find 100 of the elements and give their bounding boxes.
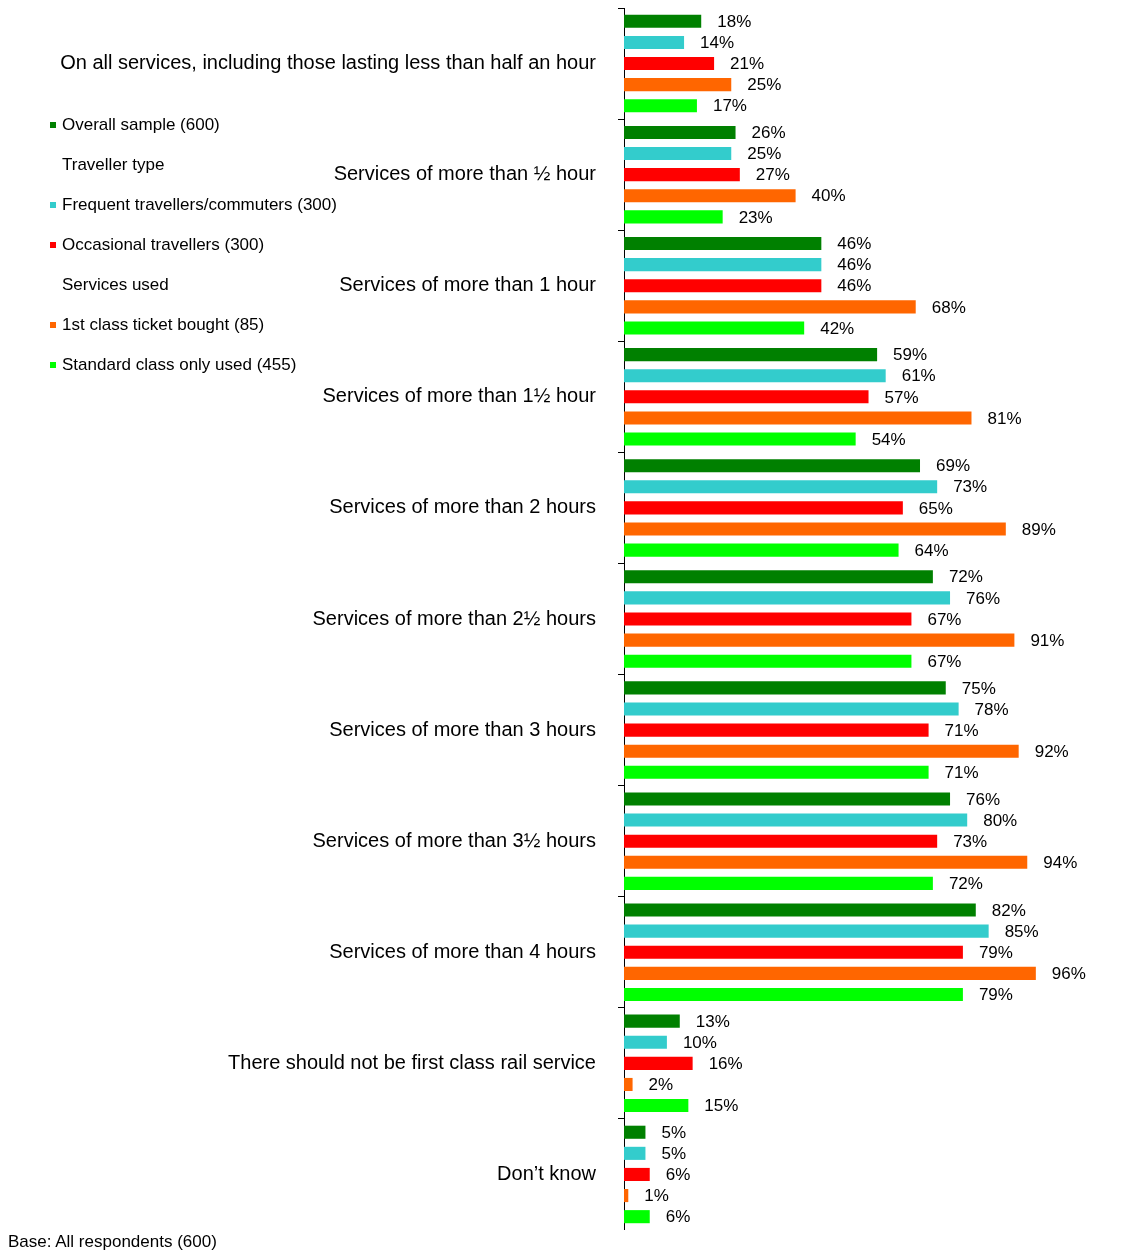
bar <box>624 744 1019 758</box>
data-label: 75% <box>961 678 996 698</box>
y-tick-label: Services of more than 4 hours <box>329 939 596 962</box>
data-label: 61% <box>901 366 936 386</box>
bar <box>624 813 968 827</box>
bar <box>624 432 856 446</box>
y-tick-label: Services of more than 3 hours <box>329 717 596 740</box>
bar <box>624 321 805 335</box>
data-label: 79% <box>978 942 1013 962</box>
data-label: 57% <box>884 387 919 407</box>
data-label: 78% <box>974 699 1009 719</box>
bar <box>624 855 1028 869</box>
legend-label: 1st class ticket bought (85) <box>62 315 265 335</box>
data-label: 17% <box>712 96 747 116</box>
y-tick-label: On all services, including those lasting less than half an hour <box>60 51 597 74</box>
data-label: 25% <box>747 75 782 95</box>
data-label: 5% <box>661 1122 687 1142</box>
bar <box>624 1056 693 1070</box>
data-label: 14% <box>700 33 735 53</box>
bar <box>624 146 732 161</box>
bar <box>624 411 972 425</box>
bar <box>624 612 912 626</box>
bar <box>624 591 951 605</box>
text: Traveller type <box>62 155 165 174</box>
data-label: 71% <box>944 762 979 782</box>
bar <box>624 459 921 473</box>
bar <box>624 78 732 92</box>
bar <box>624 654 912 668</box>
data-label: 72% <box>948 874 983 894</box>
data-label: 68% <box>931 297 966 317</box>
y-tick-label: Services of more than 1 hour <box>339 273 597 296</box>
data-label: 18% <box>717 12 752 32</box>
legend-label: Frequent travellers/commuters (300) <box>62 195 337 215</box>
data-label: 76% <box>966 789 1001 809</box>
bar <box>624 1146 646 1160</box>
data-label: 81% <box>987 408 1022 428</box>
bar <box>624 1189 629 1203</box>
data-label: 23% <box>738 207 773 227</box>
data-label: 13% <box>695 1011 730 1031</box>
bar <box>624 681 946 695</box>
data-label: 79% <box>978 985 1013 1005</box>
bar <box>624 1167 650 1181</box>
data-label: 26% <box>751 123 786 143</box>
bar <box>624 1035 667 1049</box>
bar <box>624 1014 680 1028</box>
bar <box>624 633 1015 647</box>
bar <box>624 279 822 293</box>
data-label: 76% <box>966 588 1001 608</box>
data-label: 80% <box>983 810 1018 830</box>
bar <box>624 501 903 515</box>
data-label: 42% <box>820 318 855 338</box>
bar <box>624 390 869 404</box>
bar <box>624 35 685 49</box>
bar <box>624 236 822 251</box>
bar <box>624 57 715 71</box>
text: Base: All respondents (600) <box>8 1232 218 1252</box>
bar <box>624 348 878 362</box>
bar <box>624 765 929 779</box>
data-label: 85% <box>1004 921 1039 941</box>
bar <box>624 702 959 716</box>
bar <box>624 369 886 383</box>
bar <box>624 723 929 737</box>
bar <box>624 876 933 890</box>
bar <box>624 125 736 139</box>
data-label: 21% <box>730 54 765 74</box>
data-label: 82% <box>991 900 1026 920</box>
data-label: 5% <box>661 1144 687 1164</box>
data-label: 67% <box>927 609 962 629</box>
data-label: 27% <box>755 165 790 185</box>
data-label: 59% <box>893 345 928 365</box>
bar <box>624 1125 646 1139</box>
bar <box>624 924 989 938</box>
legend-label: Occasional travellers (300) <box>62 235 265 255</box>
data-label: 46% <box>837 276 872 296</box>
bar <box>624 570 933 584</box>
bar <box>624 14 702 28</box>
data-label: 71% <box>944 720 979 740</box>
y-tick-label: Services of more than 3½ hours <box>312 828 596 851</box>
legend-label: Standard class only used (455) <box>62 355 297 375</box>
bar <box>624 1077 633 1092</box>
data-label: 92% <box>1034 741 1069 761</box>
bar <box>624 1210 650 1224</box>
bar <box>624 189 796 203</box>
data-label: 89% <box>1021 519 1056 539</box>
bar <box>624 945 963 959</box>
data-label: 6% <box>665 1207 691 1227</box>
data-label: 40% <box>811 186 846 206</box>
y-tick-label: Services of more than 2½ hours <box>312 606 596 629</box>
y-tick-label: There should not be first class rail service <box>228 1050 596 1073</box>
bar <box>624 99 697 113</box>
data-label: 69% <box>936 456 971 476</box>
legend-label: Overall sample (600) <box>62 115 220 135</box>
data-label: 65% <box>918 498 953 518</box>
bar <box>624 168 740 182</box>
data-label: 54% <box>871 429 906 449</box>
bar <box>624 522 1006 536</box>
bar <box>624 792 951 806</box>
y-tick-label: Don’t know <box>497 1161 597 1184</box>
bar <box>624 480 938 494</box>
data-label: 16% <box>708 1054 743 1074</box>
